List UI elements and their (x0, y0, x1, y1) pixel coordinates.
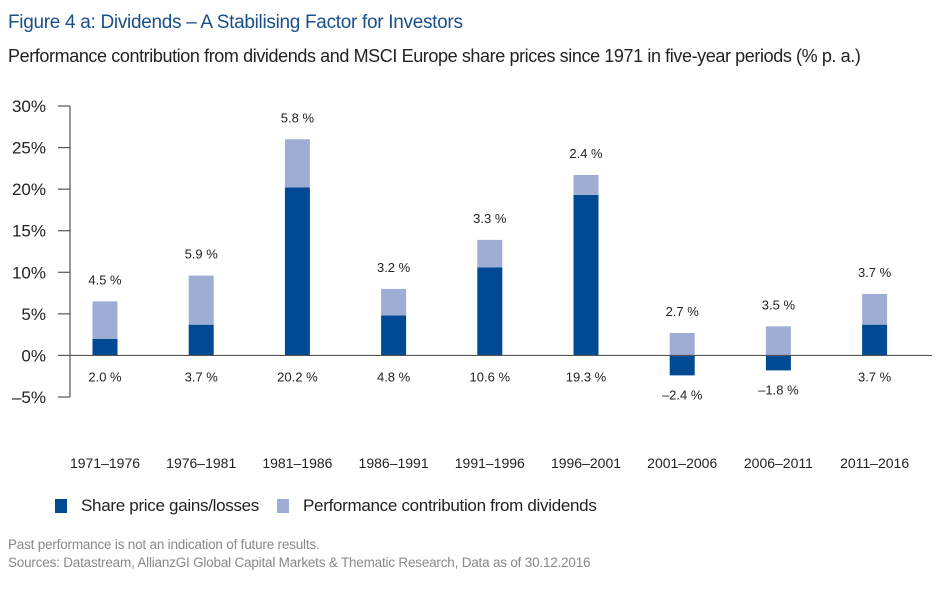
data-label-share-price: –1.8 % (758, 382, 799, 397)
legend-item-dividends: Performance contribution from dividends (277, 496, 597, 516)
data-label-share-price: 19.3 % (566, 369, 607, 384)
bar-dividends (381, 288, 407, 316)
bar-share-price (477, 267, 503, 356)
data-label-dividends: 3.3 % (473, 211, 507, 226)
data-label-share-price: 20.2 % (277, 369, 318, 384)
x-tick-label: 1971–1976 (70, 455, 140, 471)
data-label-dividends: 5.9 % (185, 247, 219, 262)
bar-share-price (669, 355, 695, 376)
data-label-share-price: –2.4 % (662, 387, 703, 402)
data-label-dividends: 3.5 % (762, 297, 796, 312)
y-tick-label: 20% (12, 180, 46, 199)
bar-share-price (188, 324, 214, 356)
bar-share-price (862, 324, 888, 356)
bar-share-price (765, 355, 791, 371)
y-tick-label: 5% (21, 305, 46, 324)
y-tick-label: 30% (12, 97, 46, 116)
legend: Share price gains/losses Performance con… (55, 496, 615, 516)
data-label-share-price: 4.8 % (377, 369, 411, 384)
legend-swatch-dividends (277, 499, 290, 513)
data-label-share-price: 2.0 % (88, 369, 122, 384)
bar-dividends (573, 175, 599, 195)
data-label-share-price: 3.7 % (185, 369, 219, 384)
data-label-share-price: 3.7 % (858, 369, 892, 384)
data-label-dividends: 5.8 % (281, 110, 315, 125)
chart-subtitle: Performance contribution from dividends … (8, 46, 861, 66)
bar-dividends (477, 239, 503, 268)
x-tick-label: 2011–2016 (840, 455, 909, 471)
data-label-share-price: 10.6 % (470, 369, 511, 384)
bar-share-price (573, 194, 599, 356)
x-tick-label: 2001–2006 (647, 455, 717, 471)
bar-share-price (381, 315, 407, 356)
disclaimer-note: Past performance is not an indication of… (8, 537, 320, 552)
bar-share-price (284, 187, 310, 356)
legend-item-share-price: Share price gains/losses (55, 496, 259, 516)
x-tick-label: 1991–1996 (455, 455, 525, 471)
x-tick-label: 1981–1986 (262, 455, 332, 471)
bar-dividends (765, 326, 791, 356)
chart-title: Figure 4 a: Dividends – A Stabilising Fa… (8, 12, 463, 33)
bar-dividends (862, 293, 888, 325)
x-tick-label: 2006–2011 (744, 455, 813, 471)
bar-dividends (669, 332, 695, 356)
data-label-dividends: 3.2 % (377, 260, 411, 275)
y-tick-label: 15% (12, 222, 46, 241)
data-label-dividends: 4.5 % (88, 272, 122, 287)
y-tick-label: 25% (12, 139, 46, 158)
x-tick-label: 1986–1991 (359, 455, 429, 471)
bar-dividends (284, 139, 310, 188)
bar-dividends (188, 275, 214, 325)
data-label-dividends: 3.7 % (858, 265, 892, 280)
y-tick-label: 0% (21, 346, 46, 365)
data-label-dividends: 2.7 % (666, 304, 700, 319)
data-label-dividends: 2.4 % (569, 146, 603, 161)
y-tick-label: –5% (12, 388, 46, 407)
legend-label-dividends: Performance contribution from dividends (303, 496, 597, 515)
legend-swatch-share-price (55, 499, 67, 513)
x-tick-label: 1976–1981 (166, 455, 236, 471)
bar-share-price (92, 338, 118, 356)
x-tick-label: 1996–2001 (551, 455, 621, 471)
sources-note: Sources: Datastream, AllianzGI Global Ca… (8, 555, 591, 570)
y-tick-label: 10% (12, 263, 46, 282)
legend-label-share-price: Share price gains/losses (81, 496, 260, 515)
bar-dividends (92, 301, 118, 339)
